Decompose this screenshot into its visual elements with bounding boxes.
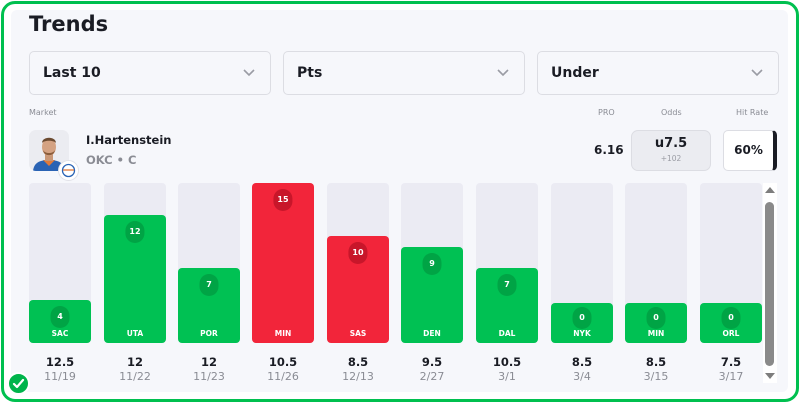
bar-value-label: 9	[422, 253, 442, 275]
bar-opponent-label: DEN	[423, 329, 441, 338]
hit-rate-value: 60%	[734, 143, 763, 157]
bar-value-label: 7	[199, 274, 219, 296]
odds-line: u7.5	[654, 136, 688, 151]
bar-opponent-label: MIN	[647, 329, 665, 338]
hit-rate-column-header: Hit Rate	[736, 108, 769, 117]
bar-opponent-label: SAC	[51, 329, 69, 338]
bar-opponent-label: POR	[200, 329, 218, 338]
chevron-down-icon	[243, 69, 255, 77]
range-dropdown-label: Last 10	[43, 65, 101, 81]
bar-value-label: 0	[572, 307, 592, 329]
bar-column[interactable]: 0 NYK	[551, 183, 613, 343]
bar-value-label: 12	[125, 221, 145, 243]
odds-column-header: Odds	[661, 108, 682, 117]
page-title: Trends	[29, 12, 109, 36]
bar: 7 POR	[178, 268, 240, 343]
bar-value-label: 15	[273, 189, 293, 211]
odds-button[interactable]: u7.5 +102	[631, 130, 711, 171]
pro-column-header: PRO	[598, 108, 615, 117]
bar-value-label: 4	[50, 306, 70, 328]
hit-rate-box: 60%	[723, 130, 777, 171]
bar: 7 DAL	[476, 268, 538, 343]
bar-column[interactable]: 0 MIN	[625, 183, 687, 343]
bar-column[interactable]: 12 UTA	[104, 183, 166, 343]
bar-column[interactable]: 0 ORL	[700, 183, 762, 343]
market-column-header: Market	[29, 108, 57, 117]
pro-value: 6.16	[594, 143, 624, 157]
bar-opponent-label: NYK	[573, 329, 591, 338]
bar-opponent-label: DAL	[498, 329, 516, 338]
bar-opponent-label: MIN	[274, 329, 292, 338]
team-logo-icon	[58, 160, 79, 181]
range-dropdown[interactable]: Last 10	[29, 51, 271, 95]
chart-scrollbar[interactable]	[763, 183, 777, 383]
chevron-down-icon	[751, 69, 763, 77]
bar-column[interactable]: 10 SAS	[327, 183, 389, 343]
check-icon	[7, 372, 30, 395]
bar: 9 DEN	[401, 247, 463, 343]
side-dropdown[interactable]: Under	[537, 51, 779, 95]
stat-dropdown[interactable]: Pts	[283, 51, 525, 95]
bar-opponent-label: UTA	[126, 329, 144, 338]
bar: 0 MIN	[625, 303, 687, 343]
scroll-down-arrow-icon[interactable]	[765, 373, 775, 379]
player-team-position: OKC • C	[86, 153, 137, 167]
bar-column[interactable]: 7 POR	[178, 183, 240, 343]
bar-opponent-label: ORL	[722, 329, 740, 338]
scroll-up-arrow-icon[interactable]	[765, 187, 775, 193]
bar: 15 MIN	[252, 183, 314, 343]
bar: 12 UTA	[104, 215, 166, 343]
chevron-down-icon	[497, 69, 509, 77]
bar: 0 NYK	[551, 303, 613, 343]
odds-price: +102	[660, 154, 682, 163]
bar-column[interactable]: 15 MIN	[252, 183, 314, 343]
side-dropdown-label: Under	[551, 65, 599, 81]
stat-dropdown-label: Pts	[297, 65, 323, 81]
bar-column[interactable]: 7 DAL	[476, 183, 538, 343]
bar-column[interactable]: 4 SAC	[29, 183, 91, 343]
scrollbar-thumb[interactable]	[765, 202, 774, 366]
bar-value-label: 10	[348, 242, 368, 264]
player-headshot-icon	[33, 137, 65, 171]
bar-value-label: 0	[646, 307, 666, 329]
bar-column[interactable]: 9 DEN	[401, 183, 463, 343]
player-name[interactable]: I.Hartenstein	[86, 133, 172, 147]
bar-value-label: 0	[721, 307, 741, 329]
bar: 0 ORL	[700, 303, 762, 343]
bar: 4 SAC	[29, 300, 91, 343]
bar-opponent-label: SAS	[349, 329, 367, 338]
bar-value-label: 7	[497, 274, 517, 296]
bar: 10 SAS	[327, 236, 389, 343]
